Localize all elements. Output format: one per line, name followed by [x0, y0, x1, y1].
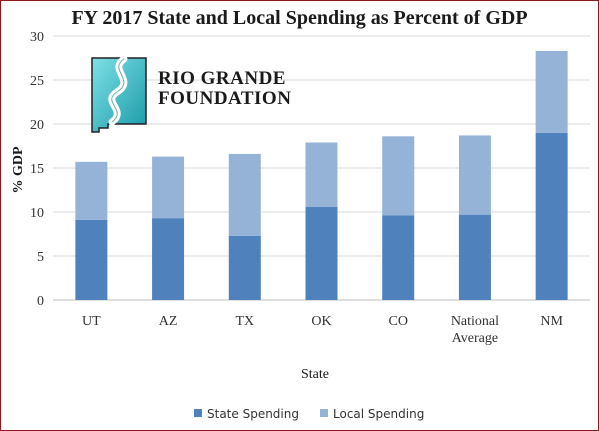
- bar-local-spending: [382, 136, 415, 216]
- x-tick-label: NM: [540, 314, 563, 329]
- bar-local-spending: [535, 50, 568, 133]
- legend: State Spending Local Spending: [194, 407, 424, 421]
- bars: [75, 50, 568, 300]
- x-tick-labels: UT AZ TX OK CO National Average NM: [82, 314, 563, 346]
- bar-local-spending: [228, 153, 261, 236]
- river-outline-icon: [111, 58, 125, 123]
- y-tick-label: 15: [30, 162, 44, 177]
- x-axis-title: State: [301, 367, 329, 382]
- y-axis-title: % GDP: [11, 146, 26, 194]
- bar-state-spending: [75, 219, 108, 300]
- bar-state-spending: [382, 215, 415, 300]
- bar-state-spending: [458, 214, 491, 300]
- bar-state-spending: [228, 235, 261, 300]
- logo-line-1: RIO GRANDE: [158, 68, 286, 89]
- y-tick-label: 25: [30, 74, 44, 89]
- bar-local-spending: [458, 135, 491, 215]
- x-tick-label: OK: [311, 314, 331, 329]
- bar-state-spending: [152, 218, 185, 300]
- x-tick-label: TX: [235, 314, 254, 329]
- x-tick-label: CO: [388, 314, 407, 329]
- y-tick-label: 30: [30, 30, 44, 45]
- bar-local-spending: [75, 161, 108, 220]
- bar-local-spending: [152, 156, 185, 219]
- y-tick-labels: 0 5 10 15 20 25 30: [30, 30, 44, 309]
- rio-grande-foundation-logo: RIO GRANDE FOUNDATION: [91, 55, 291, 133]
- x-tick-label: Average: [452, 331, 498, 346]
- legend-label-state: State Spending: [207, 407, 299, 421]
- y-tick-label: 5: [37, 250, 44, 265]
- legend-swatch-local: [320, 409, 328, 417]
- x-tick-label: UT: [82, 314, 101, 329]
- bar-state-spending: [535, 132, 568, 300]
- x-tick-label: AZ: [159, 314, 178, 329]
- legend-swatch-state: [194, 409, 202, 417]
- bar-local-spending: [305, 142, 338, 207]
- y-tick-label: 20: [30, 118, 44, 133]
- y-tick-label: 0: [37, 294, 44, 309]
- y-tick-label: 10: [30, 206, 44, 221]
- new-mexico-shape-icon: [91, 57, 147, 133]
- chart-title: FY 2017 State and Local Spending as Perc…: [71, 7, 528, 29]
- logo-line-2: FOUNDATION: [158, 88, 291, 109]
- x-tick-label: National: [451, 314, 499, 329]
- legend-label-local: Local Spending: [333, 407, 424, 421]
- bar-state-spending: [305, 206, 338, 300]
